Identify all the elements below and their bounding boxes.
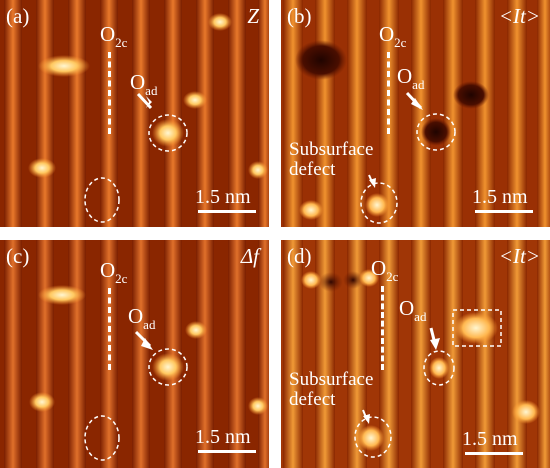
stm-panel-a: (a) Z O2c Oad 1.5 nm bbox=[0, 0, 269, 227]
channel-label: Z bbox=[247, 4, 259, 28]
scalebar-label: 1.5 nm bbox=[472, 186, 528, 208]
o2c-dashed-line bbox=[381, 286, 384, 370]
stm-image-d bbox=[281, 240, 550, 468]
o2c-label: O2c bbox=[371, 256, 399, 284]
defect-box bbox=[452, 309, 502, 347]
stm-panel-c: (c) Δf O2c Oad 1.5 nm bbox=[0, 240, 269, 468]
stm-image-c bbox=[0, 240, 269, 468]
scalebar bbox=[198, 210, 256, 213]
o2c-dashed-line bbox=[387, 52, 390, 134]
scalebar bbox=[465, 452, 523, 455]
oad-label: Oad bbox=[130, 70, 158, 98]
vacancy-circle bbox=[84, 177, 120, 223]
stm-panel-b: (b) <It> O2c Oad Subsurface defect 1.5 nm bbox=[281, 0, 550, 227]
channel-label: Δf bbox=[240, 244, 259, 268]
scalebar-label: 1.5 nm bbox=[195, 186, 251, 208]
subsurface-defect-label: Subsurface defect bbox=[289, 369, 374, 410]
oad-label: Oad bbox=[128, 304, 156, 332]
scalebar bbox=[475, 210, 533, 213]
channel-label: <It> bbox=[498, 244, 540, 268]
panel-label: (b) bbox=[287, 4, 312, 28]
scalebar-label: 1.5 nm bbox=[462, 428, 518, 450]
subsurface-defect-label: Subsurface defect bbox=[289, 139, 374, 180]
o2c-label: O2c bbox=[100, 22, 128, 50]
scalebar bbox=[198, 450, 256, 453]
oad-label: Oad bbox=[397, 64, 425, 92]
o2c-label: O2c bbox=[379, 22, 407, 50]
panel-label: (a) bbox=[6, 4, 30, 28]
stm-image-b bbox=[281, 0, 550, 227]
o2c-dashed-line bbox=[108, 52, 111, 134]
stm-panel-d: (d) <It> O2c Oad Subsurface defect 1.5 nm bbox=[281, 240, 550, 468]
channel-label: <It> bbox=[498, 4, 540, 28]
oad-circle bbox=[148, 114, 188, 152]
scalebar-label: 1.5 nm bbox=[195, 426, 251, 448]
stm-image-a bbox=[0, 0, 269, 227]
o2c-dashed-line bbox=[108, 288, 111, 370]
panel-label: (d) bbox=[287, 244, 312, 268]
o2c-label: O2c bbox=[100, 258, 128, 286]
panel-label: (c) bbox=[6, 244, 30, 268]
oad-label: Oad bbox=[399, 296, 427, 324]
